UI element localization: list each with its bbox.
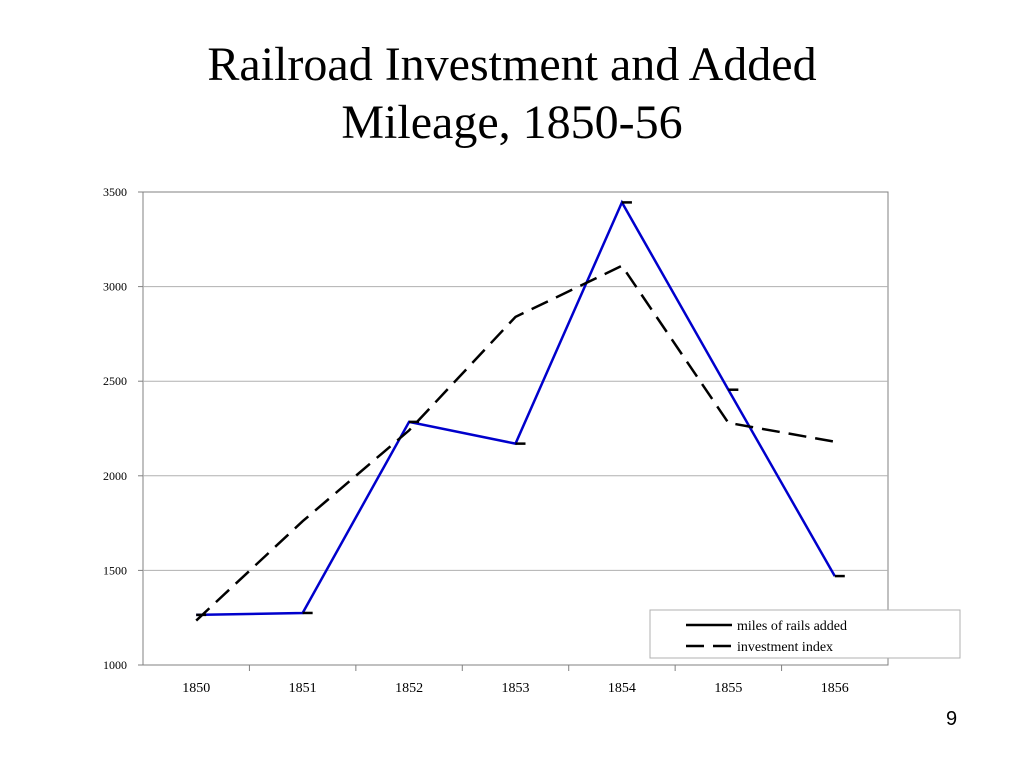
y-tick-label: 1000 [103, 658, 127, 672]
x-tick-label: 1855 [714, 681, 742, 696]
legend-label-2: investment index [737, 640, 833, 655]
y-tick-label: 2000 [103, 469, 127, 483]
page-number: 9 [946, 708, 958, 730]
slide-title-line-1: Railroad Investment and Added [207, 38, 817, 91]
legend-box [649, 609, 961, 659]
y-tick-label: 2500 [103, 374, 127, 388]
x-tick-label: 1851 [289, 681, 317, 696]
x-tick-label: 1852 [395, 681, 423, 696]
x-tick-label: 1853 [502, 681, 530, 696]
legend-label-1: miles of rails added [737, 619, 847, 634]
x-tick-label: 1854 [608, 681, 636, 696]
slide-title: Railroad Investment and Added Mileage, 1… [112, 36, 912, 152]
x-tick-label: 1850 [182, 681, 210, 696]
x-tick-label: 1856 [821, 681, 849, 696]
series-line-2 [195, 264, 836, 622]
y-tick-label: 3000 [103, 280, 127, 294]
slide-title-line-2: Mileage, 1850-56 [341, 96, 683, 149]
y-tick-label: 3500 [103, 185, 127, 199]
plot-area [142, 191, 889, 666]
y-tick-label: 1500 [103, 563, 127, 577]
